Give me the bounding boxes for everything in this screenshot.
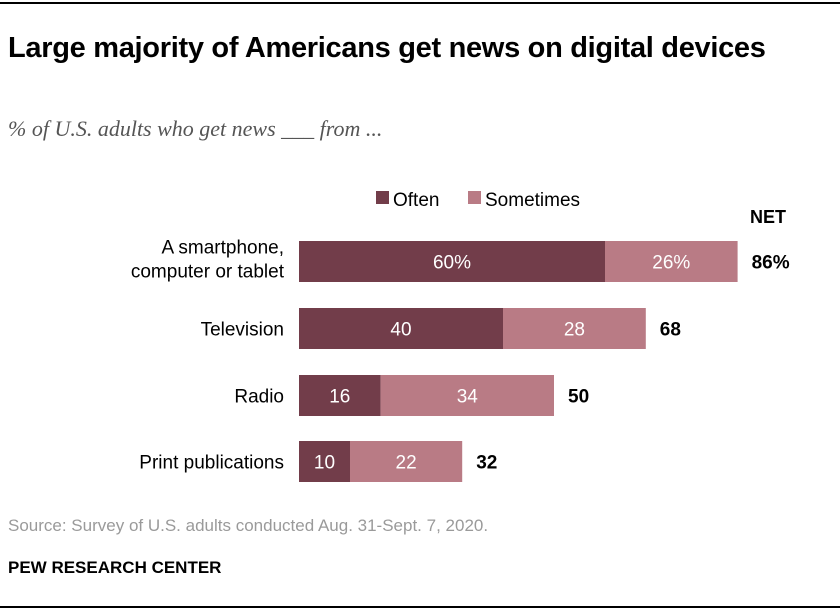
net-value-label: 68 (660, 320, 681, 341)
bar-value-label: 22 (396, 453, 417, 474)
bar-value-label: 28 (564, 320, 585, 341)
bottom-rule (0, 606, 840, 608)
net-header: NET (750, 207, 786, 227)
net-value-label: 86% (752, 253, 790, 274)
legend-swatch-sometimes (468, 191, 481, 204)
legend-label-often: Often (393, 190, 439, 211)
category-label: Print publications (139, 453, 284, 474)
bar-often (299, 441, 350, 482)
chart-subtitle: % of U.S. adults who get news ___ from .… (8, 116, 383, 141)
net-value-label: 50 (568, 387, 589, 408)
bar-often (299, 375, 381, 416)
category-label: Radio (234, 387, 284, 408)
bar-sometimes (350, 441, 463, 482)
net-value-label: 32 (476, 453, 497, 474)
legend-label-sometimes: Sometimes (485, 190, 580, 211)
bar-value-label: 60% (433, 253, 471, 274)
category-label: A smartphone, (161, 238, 284, 259)
bar-value-label: 26% (652, 253, 690, 274)
organization-label: PEW RESEARCH CENTER (8, 558, 222, 577)
chart-title: Large majority of Americans get news on … (8, 32, 766, 64)
bar-value-label: 10 (314, 453, 335, 474)
top-rule (0, 2, 840, 4)
bar-sometimes (503, 308, 646, 349)
bar-often (299, 241, 605, 282)
category-label: computer or tablet (131, 262, 285, 283)
bar-sometimes (380, 375, 554, 416)
legend-swatch-often (376, 191, 389, 204)
bar-value-label: 16 (329, 387, 350, 408)
bar-value-label: 34 (457, 387, 479, 408)
category-label: Television (201, 320, 284, 341)
bar-value-label: 40 (390, 320, 411, 341)
bar-sometimes (605, 241, 738, 282)
source-note: Source: Survey of U.S. adults conducted … (8, 516, 489, 535)
bar-often (299, 308, 503, 349)
